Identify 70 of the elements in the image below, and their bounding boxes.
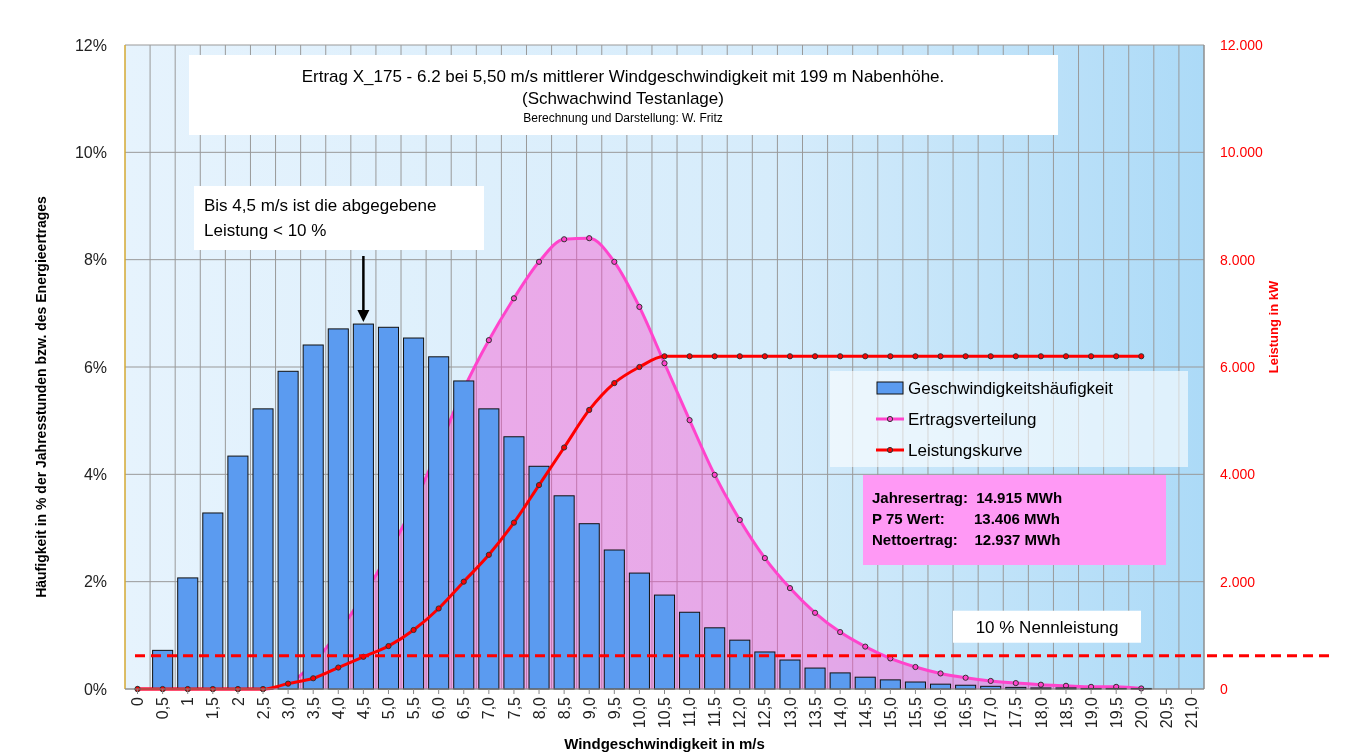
y-tick-label: 8% (83, 251, 107, 269)
x-tick-label: 8,0 (530, 696, 548, 720)
x-tick-label: 18,5 (1057, 696, 1075, 729)
annotation: Nettoertrag: 12.937 MWh (872, 531, 1061, 548)
x-tick-label: 11,5 (706, 696, 724, 727)
text: (Schwachwind Testanlage) (522, 89, 724, 108)
x-tick-label: 2,5 (254, 696, 272, 720)
y-tick-label: 2% (83, 573, 107, 591)
annotation: Jahresertrag: 14.915 MWh (872, 489, 1063, 506)
x-tick-label: 0 (129, 696, 147, 706)
x-tick-label: 17,5 (1007, 696, 1025, 729)
x-tick-label: 16,0 (932, 696, 950, 729)
x-tick-label: 10,5 (656, 696, 674, 729)
annotation: Bis 4,5 m/s ist die abgegebene Leistung < 10 % (204, 196, 437, 240)
y-tick-label: 0% (83, 680, 107, 698)
annotation: P 75 Wert: 13.406 MWh (872, 510, 1060, 527)
x-tick-label: 20,5 (1157, 696, 1175, 729)
legend-label: Leistungskurve (908, 440, 1023, 460)
x-tick-label: 7,5 (505, 696, 523, 720)
text: Ertrag X_175 - 6.2 bei 5,50 m/s mittlerer Windgeschwindigkeit mit 199 m Nabenhöhe. (301, 67, 945, 86)
x-tick-label: 13,0 (781, 696, 799, 729)
x-tick-label: 18,0 (1032, 696, 1050, 729)
x-tick-label: 4,0 (329, 696, 347, 720)
ref-line-label: 10 % Nennleistung (975, 617, 1119, 637)
x-tick-label: 7,0 (480, 696, 498, 720)
x-tick-label: 3,0 (279, 696, 297, 720)
x-tick-label: 19,0 (1082, 696, 1100, 729)
x-tick-label: 1 (179, 696, 197, 706)
x-tick-label: 0,5 (154, 696, 172, 720)
x-tick-label: 2 (229, 696, 247, 706)
x-tick-label: 20,0 (1132, 696, 1150, 729)
x-tick-label: 13,5 (806, 696, 824, 729)
y-tick-label: 4% (83, 465, 107, 483)
x-tick-label: 5,0 (380, 696, 398, 720)
x-axis-title: Windgeschwindigkeit in m/s (564, 735, 765, 752)
x-tick-label: 21,0 (1183, 696, 1201, 729)
x-tick-label: 11,0 (681, 696, 699, 727)
x-tick-label: 8,5 (555, 696, 573, 720)
y2-tick-label: 4.000 (1220, 466, 1256, 483)
legend-label: Geschwindigkeitshäufigkeit (908, 378, 1114, 398)
x-tick-label: 16,5 (957, 696, 975, 729)
x-tick-label: 9,5 (605, 696, 623, 720)
y-tick-label: 12% (74, 36, 107, 54)
x-tick-label: 4,5 (354, 696, 372, 720)
x-tick-label: 12,5 (756, 696, 774, 729)
legend-label: Ertragsverteilung (908, 409, 1037, 429)
y2-tick-label: 12.000 (1220, 36, 1264, 53)
y-tick-label: 6% (83, 358, 107, 376)
annotation: Berechnung und Darstellung: W. Fritz (523, 111, 723, 125)
y2-tick-label: 8.000 (1220, 251, 1256, 268)
x-tick-label: 15,5 (907, 696, 925, 729)
x-tick-label: 17,0 (982, 696, 1000, 729)
x-tick-label: 6,0 (430, 696, 448, 720)
y2-axis-title: Leistung in kW (1266, 280, 1281, 374)
x-tick-label: 5,5 (405, 696, 423, 720)
x-tick-label: 15,0 (881, 696, 899, 729)
x-tick-label: 12,0 (731, 696, 749, 729)
y-tick-label: 10% (74, 143, 107, 161)
x-tick-label: 14,5 (856, 696, 874, 729)
x-tick-label: 1,5 (204, 696, 222, 720)
x-tick-label: 9,0 (580, 696, 598, 720)
x-tick-label: 19,5 (1107, 696, 1125, 729)
x-tick-label: 6,5 (455, 696, 473, 720)
y-axis-title: Häufigkeit in % der Jahresstunden bzw. des Energieertrages (33, 195, 49, 598)
x-tick-label: 10,0 (631, 696, 649, 729)
x-tick-label: 14,0 (831, 696, 849, 729)
y2-tick-label: 10.000 (1220, 144, 1264, 161)
y2-tick-label: 6.000 (1220, 358, 1256, 375)
y2-tick-label: 2.000 (1220, 573, 1256, 590)
x-tick-label: 3,5 (304, 696, 322, 720)
